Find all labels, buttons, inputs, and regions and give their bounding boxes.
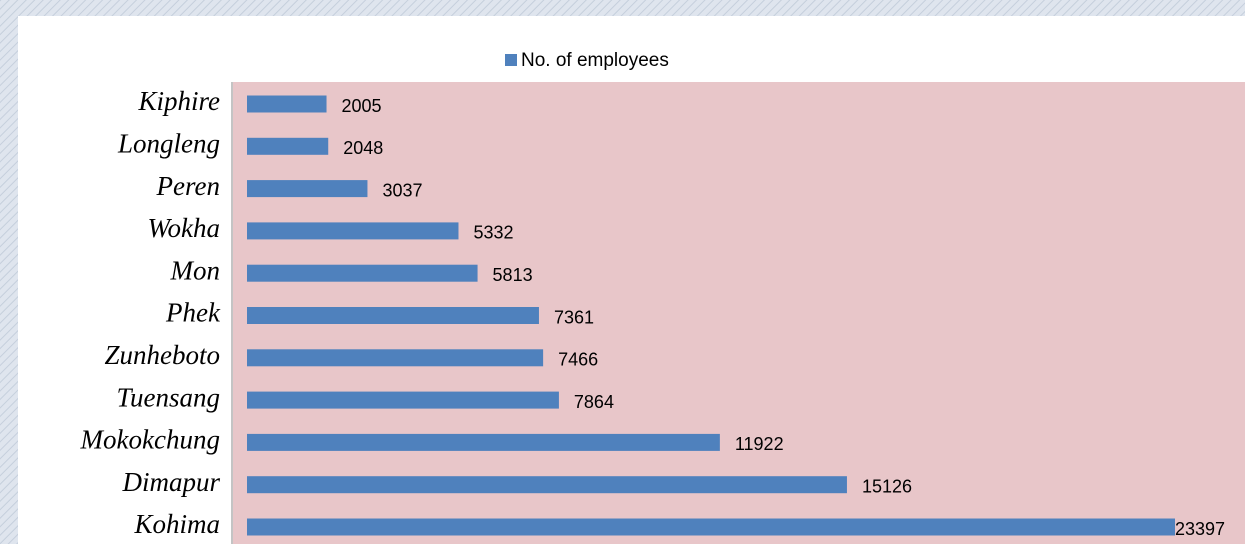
data-label: 11922 [735, 434, 784, 454]
data-label: 23397 [1175, 519, 1225, 539]
category-label: Phek [165, 298, 221, 328]
category-label: Dimapur [121, 467, 220, 497]
bar [247, 433, 720, 451]
data-label: 3037 [382, 180, 422, 200]
legend-label: No. of employees [521, 50, 669, 71]
data-label: 7864 [574, 392, 614, 412]
data-label: 5332 [473, 223, 513, 243]
category-label: Tuensang [116, 382, 220, 412]
data-label: 7361 [554, 307, 594, 327]
bar [247, 476, 847, 494]
bar [247, 349, 544, 367]
data-label: 15126 [862, 476, 912, 496]
category-label: Mon [170, 255, 221, 285]
data-label: 7466 [558, 350, 598, 370]
bar [247, 137, 329, 155]
category-label: Kohima [133, 509, 220, 539]
bar [247, 95, 327, 113]
category-label: Peren [156, 171, 220, 201]
bar [247, 307, 539, 324]
data-label: 5813 [493, 265, 533, 285]
category-label: Zunheboto [104, 340, 220, 370]
legend-swatch [505, 54, 517, 66]
category-label: Longleng [117, 129, 220, 159]
bar [247, 222, 459, 240]
data-label: 2005 [342, 96, 382, 116]
bar [247, 391, 559, 409]
category-label: Mokokchung [80, 425, 220, 455]
category-label: Kiphire [137, 86, 220, 116]
bar [247, 518, 1175, 536]
bar [247, 264, 478, 282]
bar [247, 180, 368, 198]
data-label: 2048 [343, 138, 383, 158]
category-label: Wokha [148, 213, 221, 243]
